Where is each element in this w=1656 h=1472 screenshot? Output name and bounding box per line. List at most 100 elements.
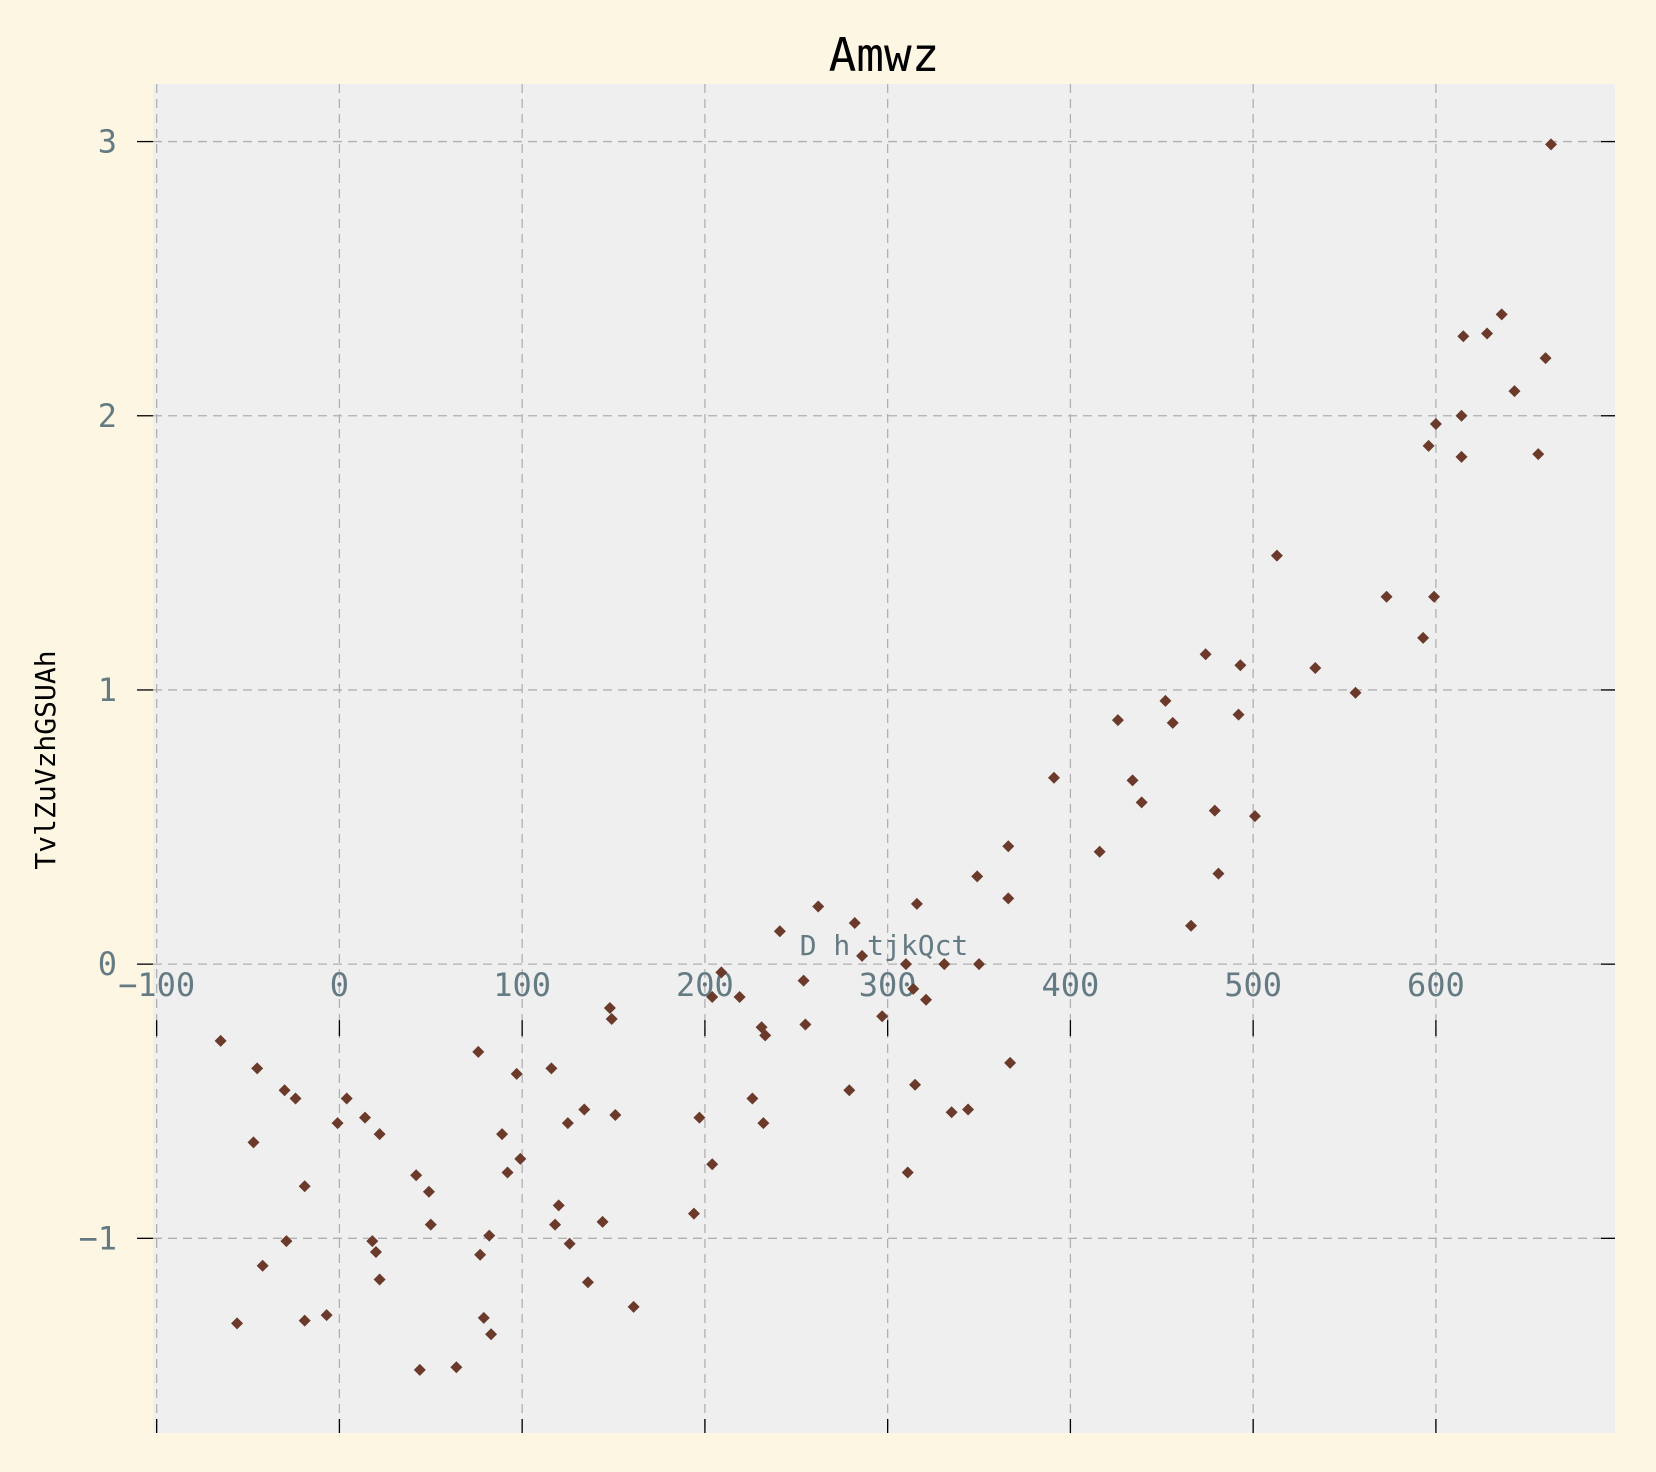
data-point — [477, 1311, 490, 1324]
data-point — [609, 1108, 622, 1121]
data-point — [973, 958, 986, 971]
data-points — [214, 138, 1558, 1376]
data-point — [231, 1317, 244, 1330]
data-point — [1185, 919, 1198, 932]
data-point — [605, 1012, 618, 1025]
data-point — [1093, 845, 1106, 858]
data-point — [746, 1092, 759, 1105]
data-point — [920, 993, 933, 1006]
data-point — [1004, 1056, 1017, 1069]
data-point — [706, 991, 719, 1004]
data-point — [320, 1309, 333, 1322]
data-point — [298, 1314, 311, 1327]
data-point — [485, 1328, 498, 1341]
data-point — [843, 1084, 856, 1097]
data-point — [578, 1103, 591, 1116]
data-point — [1455, 450, 1468, 463]
y-tick-label: 2 — [98, 397, 117, 435]
data-point — [1135, 796, 1148, 809]
x-tick-label: 0 — [330, 966, 349, 1004]
data-point — [373, 1128, 386, 1141]
y-tick-label: 0 — [98, 945, 117, 983]
data-point — [706, 1158, 719, 1171]
data-point — [1457, 330, 1470, 343]
data-point — [1212, 867, 1225, 880]
data-point — [472, 1045, 485, 1058]
data-point — [373, 1273, 386, 1286]
data-point — [733, 991, 746, 1004]
x-tick-label: 300 — [859, 966, 917, 1004]
data-point — [1126, 774, 1139, 787]
data-point — [1166, 716, 1179, 729]
data-point — [1234, 659, 1247, 672]
grid-lines — [153, 84, 1615, 1433]
x-tick-label: 500 — [1224, 966, 1282, 1004]
data-point — [812, 900, 825, 913]
data-point — [1545, 138, 1558, 151]
data-point — [899, 958, 912, 971]
data-point — [962, 1103, 975, 1116]
data-point — [552, 1199, 565, 1212]
data-point — [687, 1207, 700, 1220]
data-point — [1481, 327, 1494, 340]
data-point — [876, 1010, 889, 1023]
data-point — [1422, 439, 1435, 452]
data-point — [496, 1128, 509, 1141]
data-point — [1047, 771, 1060, 784]
x-axis-label: D h tjkQct — [800, 929, 969, 962]
data-point — [581, 1276, 594, 1289]
data-point — [298, 1180, 311, 1193]
data-point — [358, 1111, 371, 1124]
data-point — [424, 1218, 437, 1231]
data-point — [422, 1185, 435, 1198]
x-tick-label: 600 — [1407, 966, 1465, 1004]
data-point — [366, 1235, 379, 1248]
y-tick-label: 3 — [98, 123, 117, 161]
data-point — [1002, 892, 1015, 905]
y-axis-label: TvlZuVzhGSUAh — [29, 650, 62, 869]
data-point — [413, 1363, 426, 1376]
data-point — [247, 1136, 260, 1149]
chart-title: Amwz — [829, 28, 940, 82]
data-point — [909, 1078, 922, 1091]
data-point — [715, 966, 728, 979]
data-point — [1539, 352, 1552, 365]
data-point — [410, 1169, 423, 1182]
data-point — [214, 1034, 227, 1047]
data-point — [1232, 708, 1245, 721]
data-point — [280, 1235, 293, 1248]
data-point — [1495, 308, 1508, 321]
axis-ticks — [137, 140, 1615, 1433]
data-point — [483, 1229, 496, 1242]
data-point — [901, 1166, 914, 1179]
data-point — [510, 1067, 523, 1080]
data-point — [331, 1117, 344, 1130]
x-tick-label: 400 — [1042, 966, 1100, 1004]
x-tick-label: 100 — [493, 966, 551, 1004]
data-point — [1208, 804, 1221, 817]
data-point — [848, 917, 861, 930]
data-point — [340, 1092, 353, 1105]
data-point — [549, 1218, 562, 1231]
data-point — [474, 1248, 487, 1261]
data-point — [289, 1092, 302, 1105]
data-point — [971, 870, 984, 883]
data-point — [1248, 810, 1261, 823]
y-tick-label: −1 — [78, 1219, 117, 1257]
data-point — [938, 958, 951, 971]
y-tick-label: 1 — [98, 671, 117, 709]
data-point — [596, 1215, 609, 1228]
data-point — [256, 1259, 269, 1272]
data-point — [627, 1300, 640, 1313]
data-point — [545, 1062, 558, 1075]
data-point — [1002, 840, 1015, 853]
plot-area — [153, 84, 1615, 1433]
data-point — [563, 1237, 576, 1250]
data-point — [1532, 448, 1545, 461]
data-point — [856, 949, 869, 962]
data-point — [1455, 409, 1468, 422]
data-point — [945, 1106, 958, 1119]
data-point — [1309, 662, 1322, 675]
